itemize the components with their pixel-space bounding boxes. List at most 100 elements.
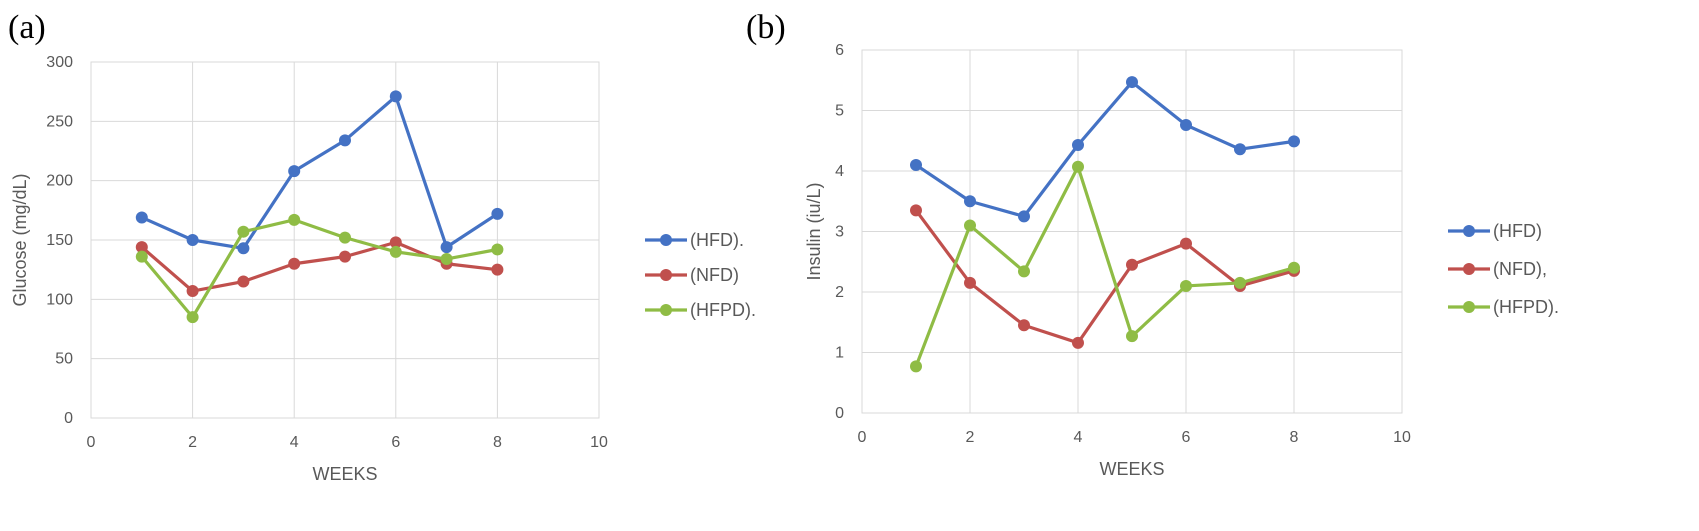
data-point xyxy=(910,204,922,217)
plot-area xyxy=(90,61,600,419)
data-point xyxy=(288,165,301,178)
data-point xyxy=(491,207,504,220)
data-point xyxy=(964,219,976,232)
series-0 xyxy=(910,76,1300,223)
x-tick-label: 8 xyxy=(1290,429,1299,446)
data-point xyxy=(237,242,250,255)
y-tick-label: 1 xyxy=(835,345,844,362)
y-tick-label: 100 xyxy=(46,291,73,308)
data-point xyxy=(1018,319,1030,332)
data-point xyxy=(910,360,922,373)
data-point xyxy=(135,241,148,254)
y-tick-label: 0 xyxy=(64,410,73,427)
y-tick-label: 3 xyxy=(835,224,844,241)
series-line xyxy=(914,208,1296,345)
data-point xyxy=(910,158,922,171)
series-0 xyxy=(135,90,504,255)
data-point xyxy=(1126,330,1138,343)
legend-label: (NFD) xyxy=(690,265,739,285)
data-point xyxy=(1018,210,1030,223)
data-point xyxy=(1234,143,1246,156)
data-point xyxy=(186,234,199,246)
data-point xyxy=(339,250,351,263)
legend-marker xyxy=(660,304,672,316)
data-point xyxy=(440,252,453,265)
series-line xyxy=(140,94,499,250)
x-tick-label: 0 xyxy=(858,429,867,446)
legend-marker xyxy=(1463,263,1475,275)
y-tick-label: 200 xyxy=(46,173,73,190)
x-tick-label: 0 xyxy=(87,434,96,451)
legend-entry: (HFPD). xyxy=(645,300,756,320)
y-tick-label: 2 xyxy=(835,284,844,301)
data-point xyxy=(339,231,351,244)
y-tick-label: 0 xyxy=(835,405,844,422)
data-point xyxy=(964,276,976,289)
legend-marker xyxy=(1463,301,1475,313)
data-point xyxy=(1072,336,1084,349)
x-tick-label: 4 xyxy=(1074,429,1083,446)
data-point xyxy=(1072,138,1084,151)
y-tick-label: 150 xyxy=(46,232,73,249)
data-point xyxy=(1126,258,1138,271)
x-axis-title: WEEKS xyxy=(312,464,377,484)
legend-marker xyxy=(1463,225,1475,237)
data-point xyxy=(1126,76,1138,89)
data-point xyxy=(1072,160,1084,173)
data-point xyxy=(964,195,976,208)
x-tick-label: 10 xyxy=(590,434,608,451)
data-point xyxy=(1288,261,1300,274)
y-tick-label: 4 xyxy=(835,163,844,180)
legend-label: (HFPD). xyxy=(690,300,756,320)
legend-entry: (HFD) xyxy=(1448,221,1542,241)
data-point xyxy=(491,263,504,276)
data-point xyxy=(288,257,301,270)
data-point xyxy=(237,225,250,238)
data-point xyxy=(186,285,199,298)
x-tick-label: 10 xyxy=(1393,429,1411,446)
series-2 xyxy=(910,160,1300,373)
data-point xyxy=(1288,135,1300,148)
data-point xyxy=(288,213,301,226)
y-tick-label: 5 xyxy=(835,103,844,120)
y-tick-label: 300 xyxy=(46,54,73,71)
plot-area xyxy=(861,49,1403,414)
data-point xyxy=(1180,237,1192,250)
legend-marker xyxy=(660,234,672,246)
x-tick-label: 8 xyxy=(493,434,502,451)
x-tick-label: 2 xyxy=(188,434,197,451)
data-point xyxy=(237,275,250,288)
panel-label: (a) xyxy=(8,9,46,46)
legend-label: (HFD). xyxy=(690,230,744,250)
data-point xyxy=(389,245,402,258)
data-point xyxy=(1180,279,1192,292)
legend-label: (HFPD). xyxy=(1493,297,1559,317)
series-line xyxy=(140,240,499,293)
x-axis-title: WEEKS xyxy=(1099,459,1164,479)
data-point xyxy=(135,211,148,224)
data-point xyxy=(339,134,351,147)
legend-entry: (HFD). xyxy=(645,230,744,250)
series-1 xyxy=(135,236,504,298)
chart-panel-b: (b) 0 1 2 3 4 5 6 0 2 4 6 8 10 WEEKS Insulin (iu/L) (HFD… xyxy=(746,9,1559,479)
legend-label: (HFD) xyxy=(1493,221,1542,241)
y-tick-label: 6 xyxy=(835,42,844,59)
y-tick-label: 50 xyxy=(55,351,73,368)
data-point xyxy=(135,250,148,263)
x-tick-label: 2 xyxy=(966,429,975,446)
series-line xyxy=(140,218,499,319)
series-line xyxy=(914,80,1296,218)
legend-entry: (NFD), xyxy=(1448,259,1547,279)
y-axis-title: Glucose (mg/dL) xyxy=(10,173,30,306)
data-point xyxy=(389,236,402,249)
legend-entry: (HFPD). xyxy=(1448,297,1559,317)
legend-entry: (NFD) xyxy=(645,265,739,285)
data-point xyxy=(186,311,199,324)
data-point xyxy=(491,243,504,256)
data-point xyxy=(1234,276,1246,289)
legend-label: (NFD), xyxy=(1493,259,1547,279)
y-tick-label: 250 xyxy=(46,113,73,130)
x-tick-label: 6 xyxy=(1182,429,1191,446)
x-tick-label: 6 xyxy=(391,434,400,451)
